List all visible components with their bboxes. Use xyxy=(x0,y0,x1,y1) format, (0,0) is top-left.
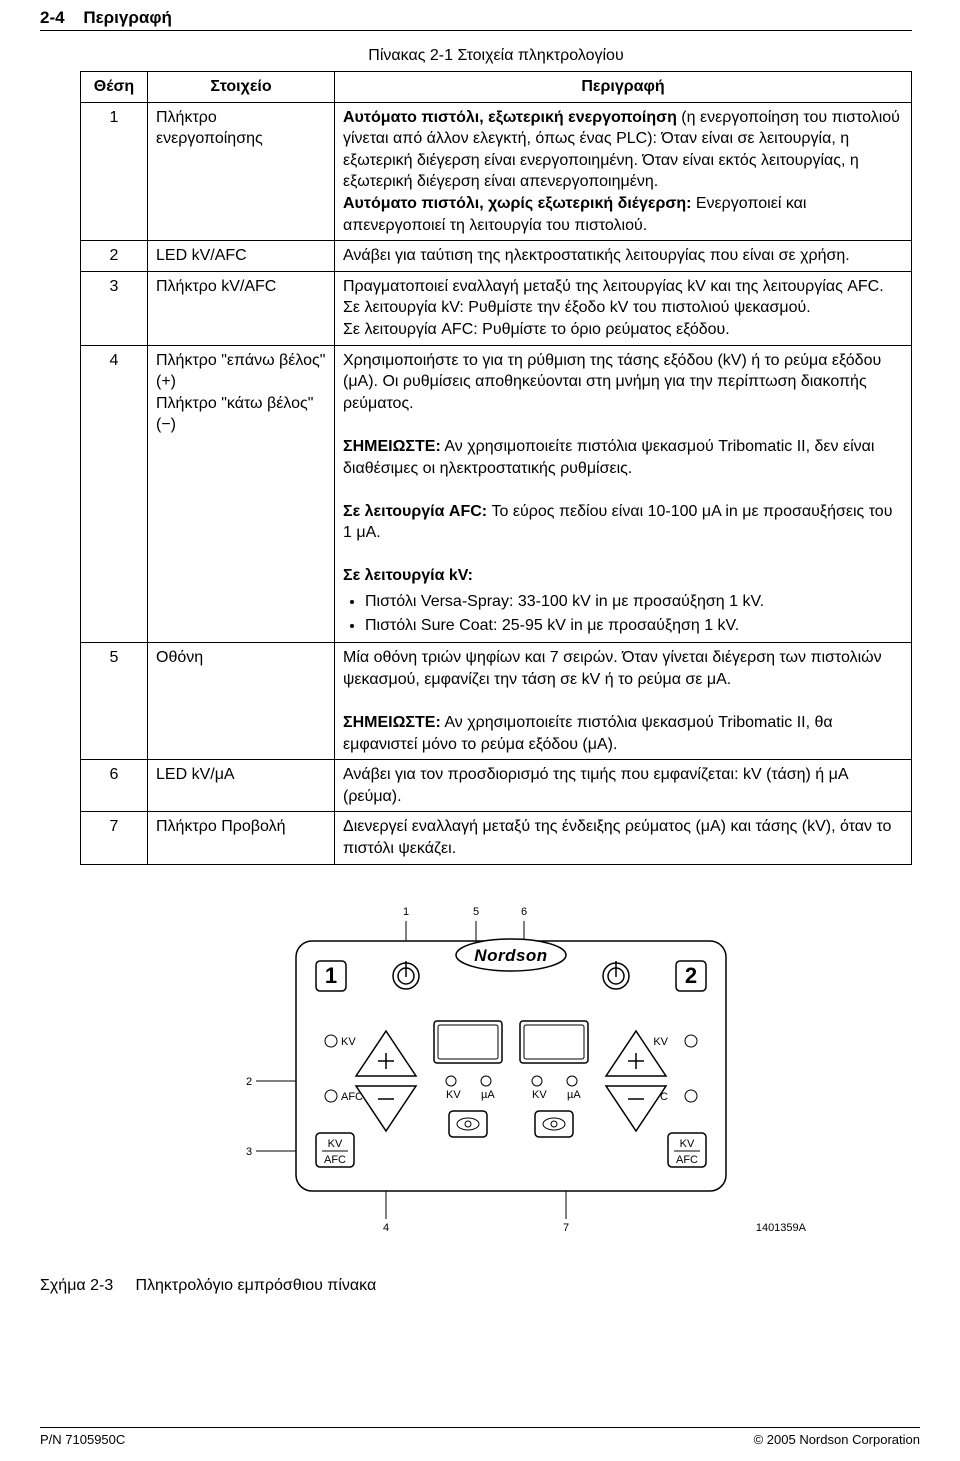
svg-text:µA: µA xyxy=(481,1089,495,1101)
panel-diagram: 1 5 6 2 3 4 7 Nordson xyxy=(176,901,816,1271)
svg-text:2: 2 xyxy=(685,963,697,988)
display-button-2 xyxy=(535,1111,573,1137)
svg-text:µA: µA xyxy=(567,1089,581,1101)
footer: P/N 7105950C © 2005 Nordson Corporation xyxy=(40,1427,920,1447)
table-row: 4Πλήκτρο "επάνω βέλος" (+)Πλήκτρο "κάτω … xyxy=(81,345,912,643)
table-row: 6LED kV/μΑΑνάβει για τον προσδιορισμό τη… xyxy=(81,760,912,812)
callout-1: 1 xyxy=(403,906,409,918)
logo-text: Nordson xyxy=(474,946,547,965)
callout-2: 2 xyxy=(246,1076,252,1088)
section-title: Περιγραφή xyxy=(83,8,172,27)
col-desc: Περιγραφή xyxy=(335,72,912,103)
svg-text:KV: KV xyxy=(446,1089,461,1101)
table-row: 7Πλήκτρο ΠροβολήΔιενεργεί εναλλαγή μεταξ… xyxy=(81,812,912,864)
figure-wrap: 1 5 6 2 3 4 7 Nordson xyxy=(80,901,912,1271)
col-elem: Στοιχείο xyxy=(148,72,335,103)
display-button-1 xyxy=(449,1111,487,1137)
trigger-1: 1 xyxy=(316,961,346,991)
footer-right: © 2005 Nordson Corporation xyxy=(754,1432,920,1447)
svg-text:KV: KV xyxy=(532,1089,547,1101)
svg-text:AFC: AFC xyxy=(324,1154,346,1166)
footer-left: P/N 7105950C xyxy=(40,1432,125,1447)
svg-text:1: 1 xyxy=(325,963,337,988)
trigger-2: 2 xyxy=(676,961,706,991)
table-row: 1Πλήκτρο ενεργοποίησηςΑυτόματο πιστόλι, … xyxy=(81,102,912,241)
table-row: 5ΟθόνηΜία οθόνη τριών ψηφίων και 7 σειρώ… xyxy=(81,643,912,760)
callout-5: 5 xyxy=(473,906,479,918)
callout-3: 3 xyxy=(246,1146,252,1158)
svg-text:KV: KV xyxy=(680,1138,695,1150)
page-number: 2-4 xyxy=(40,8,65,27)
callout-4: 4 xyxy=(383,1222,389,1234)
callout-6: 6 xyxy=(521,906,527,918)
figure-caption: Σχήμα 2‑3 Πληκτρολόγιο εμπρόσθιου πίνακα xyxy=(40,1277,912,1295)
col-pos: Θέση xyxy=(81,72,148,103)
svg-text:AFC: AFC xyxy=(676,1154,698,1166)
figure-id: 1401359A xyxy=(756,1222,807,1234)
callout-7: 7 xyxy=(563,1222,569,1234)
table-caption: Πίνακας 2‑1 Στοιχεία πληκτρολογίου xyxy=(80,47,912,65)
table-row: 2LED kV/AFCΑνάβει για ταύτιση της ηλεκτρ… xyxy=(81,241,912,272)
table-row: 3Πλήκτρο kV/AFCΠραγματοποιεί εναλλαγή με… xyxy=(81,271,912,345)
svg-text:KV: KV xyxy=(341,1036,356,1048)
svg-text:KV: KV xyxy=(653,1036,668,1048)
page-header: 2-4 Περιγραφή xyxy=(40,0,912,30)
spec-table: Θέση Στοιχείο Περιγραφή 1Πλήκτρο ενεργοπ… xyxy=(80,71,912,865)
svg-text:KV: KV xyxy=(328,1138,343,1150)
kv-afc-button-2: KV AFC xyxy=(668,1133,706,1167)
kv-afc-button-1: KV AFC xyxy=(316,1133,354,1167)
header-rule xyxy=(40,30,912,31)
